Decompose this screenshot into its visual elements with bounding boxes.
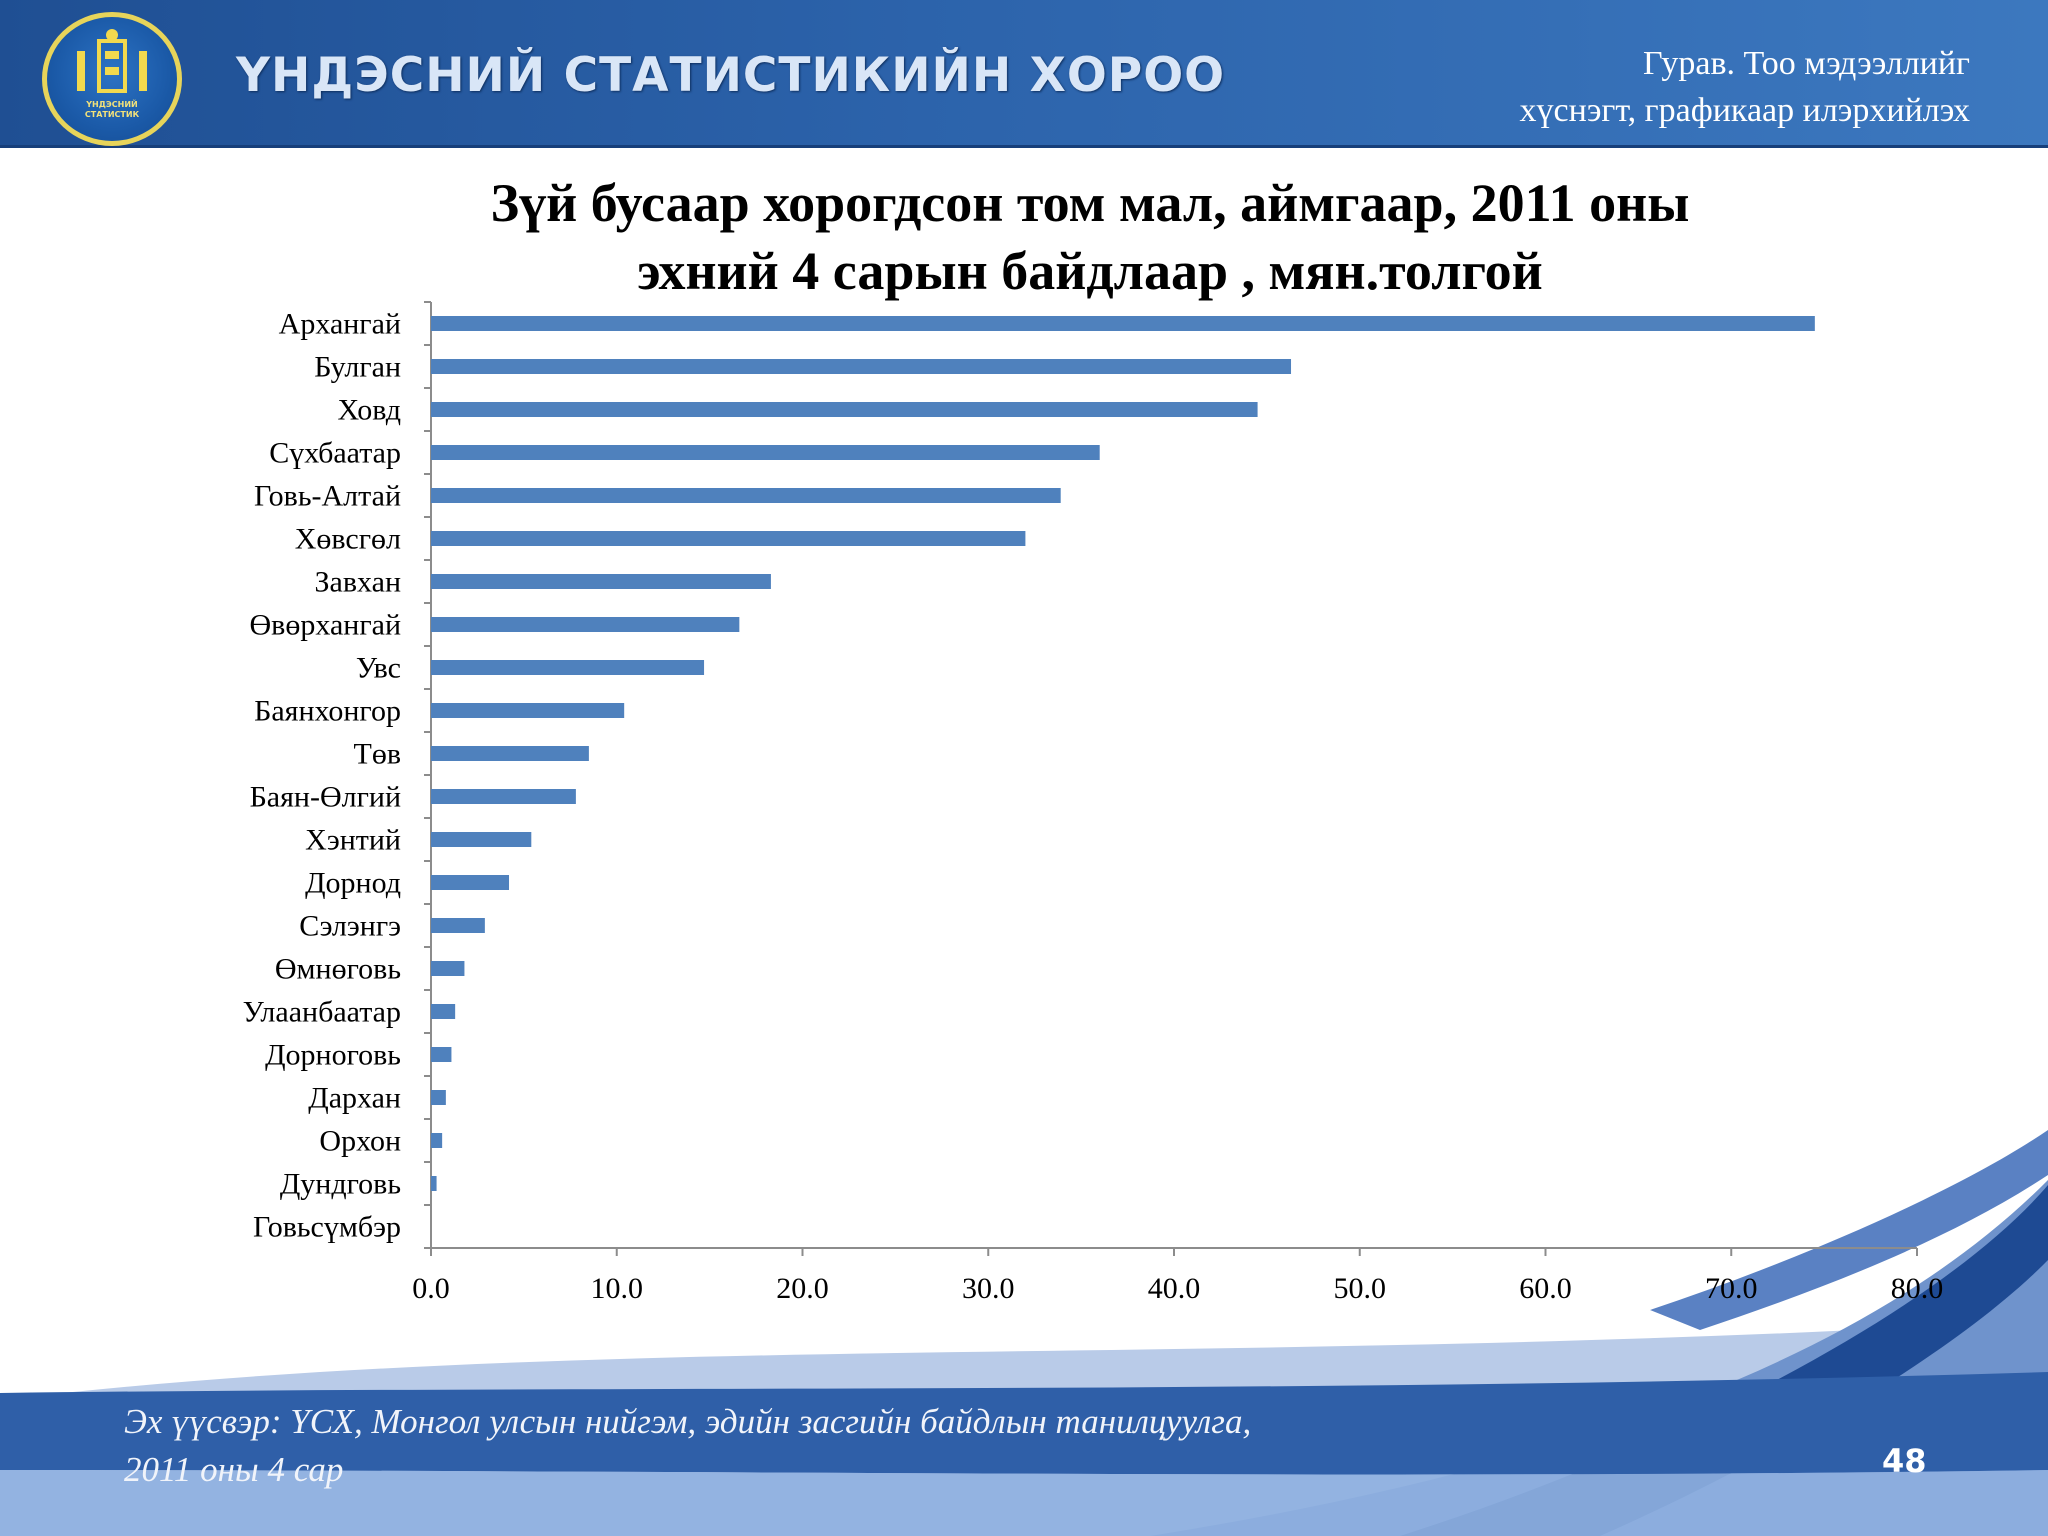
x-tick-label: 40.0 xyxy=(1148,1272,1201,1305)
page-number: 48 xyxy=(1882,1442,1927,1480)
category-label: Дундговь xyxy=(280,1168,401,1201)
bar-10 xyxy=(431,703,625,718)
bar-4 xyxy=(431,445,1100,460)
logo-text-line1: ҮНДЭСНИЙ xyxy=(86,100,138,109)
header-bar: ҮНДЭСНИЙ СТАТИСТИК ҮНДЭСНИЙ СТАТИСТИКИЙН… xyxy=(0,0,2048,148)
x-tick-label: 30.0 xyxy=(962,1272,1015,1305)
x-tick-label: 60.0 xyxy=(1519,1272,1572,1305)
category-label: Баян-Өлгий xyxy=(250,781,401,814)
bar-12 xyxy=(431,789,576,804)
bar-18 xyxy=(431,1047,452,1062)
bar-21 xyxy=(431,1176,437,1191)
bar-9 xyxy=(431,660,705,675)
bar-11 xyxy=(431,746,589,761)
chart-title-line1: Зүй бусаар хорогдсон том мал, аймгаар, 2… xyxy=(490,173,1690,233)
category-label: Булган xyxy=(314,351,401,384)
section-note-line1: Гурав. Тоо мэдээллийг xyxy=(1643,45,1970,82)
x-tick-label: 50.0 xyxy=(1334,1272,1387,1305)
category-label: Архангай xyxy=(279,308,401,341)
section-note-line2: хүснэгт, графикаар илэрхийлэх xyxy=(1519,92,1970,129)
category-label: Сүхбаатар xyxy=(269,437,401,470)
category-label: Өмнөговь xyxy=(275,953,401,986)
x-tick-label: 0.0 xyxy=(412,1272,450,1305)
source-note: Эх үүсвэр: ҮСХ, Монгол улсын нийгэм, эди… xyxy=(124,1398,1251,1494)
category-label: Хэнтий xyxy=(305,824,401,857)
category-label: Завхан xyxy=(315,566,401,599)
category-label: Баянхонгор xyxy=(254,695,401,728)
bar-5 xyxy=(431,488,1061,503)
category-label: Увс xyxy=(356,652,401,685)
bar-16 xyxy=(431,961,465,976)
chart-title-line2: эхний 4 сарын байдлаар , мян.толгой xyxy=(637,241,1543,301)
category-label: Орхон xyxy=(319,1125,401,1158)
x-tick-label: 10.0 xyxy=(591,1272,644,1305)
bar-8 xyxy=(431,617,740,632)
category-label: Дорнод xyxy=(305,867,401,900)
bar-17 xyxy=(431,1004,456,1019)
soyombo-logo-icon: ҮНДЭСНИЙ СТАТИСТИК xyxy=(42,12,182,146)
bar-7 xyxy=(431,574,771,589)
bar-chart: Архангай Булган Ховд Сүхбаатар Говь-Алтай Хөв… xyxy=(243,301,1944,1305)
category-label: Төв xyxy=(354,738,402,771)
category-label: Дорноговь xyxy=(265,1039,401,1072)
section-note: Гурав. Тоо мэдээллийг хүснэгт, графикаар… xyxy=(1370,40,1970,134)
x-tick-label: 70.0 xyxy=(1705,1272,1758,1305)
category-label: Ховд xyxy=(338,394,401,427)
bar-13 xyxy=(431,832,532,847)
category-label: Говьсүмбэр xyxy=(253,1211,401,1244)
bar-1 xyxy=(431,316,1815,331)
category-label: Хөвсгөл xyxy=(295,523,401,556)
bar-14 xyxy=(431,875,510,890)
category-label: Дархан xyxy=(308,1082,401,1115)
category-label: Говь-Алтай xyxy=(254,480,401,513)
organization-name: ҮНДЭСНИЙ СТАТИСТИКИЙН ХОРОО xyxy=(236,48,1226,103)
logo-text-line2: СТАТИСТИК xyxy=(84,110,140,119)
x-tick-label: 20.0 xyxy=(776,1272,829,1305)
bar-2 xyxy=(431,359,1292,374)
x-tick-label: 80.0 xyxy=(1891,1272,1944,1305)
category-label: Улаанбаатар xyxy=(243,996,401,1029)
category-label: Сэлэнгэ xyxy=(299,910,401,943)
category-label: Өвөрхангай xyxy=(250,609,401,642)
source-note-line2: 2011 оны 4 сар xyxy=(124,1450,344,1489)
bar-6 xyxy=(431,531,1026,546)
bar-19 xyxy=(431,1090,446,1105)
bar-15 xyxy=(431,918,485,933)
source-note-line1: Эх үүсвэр: ҮСХ, Монгол улсын нийгэм, эди… xyxy=(124,1402,1252,1441)
bar-20 xyxy=(431,1133,443,1148)
bar-3 xyxy=(431,402,1258,417)
